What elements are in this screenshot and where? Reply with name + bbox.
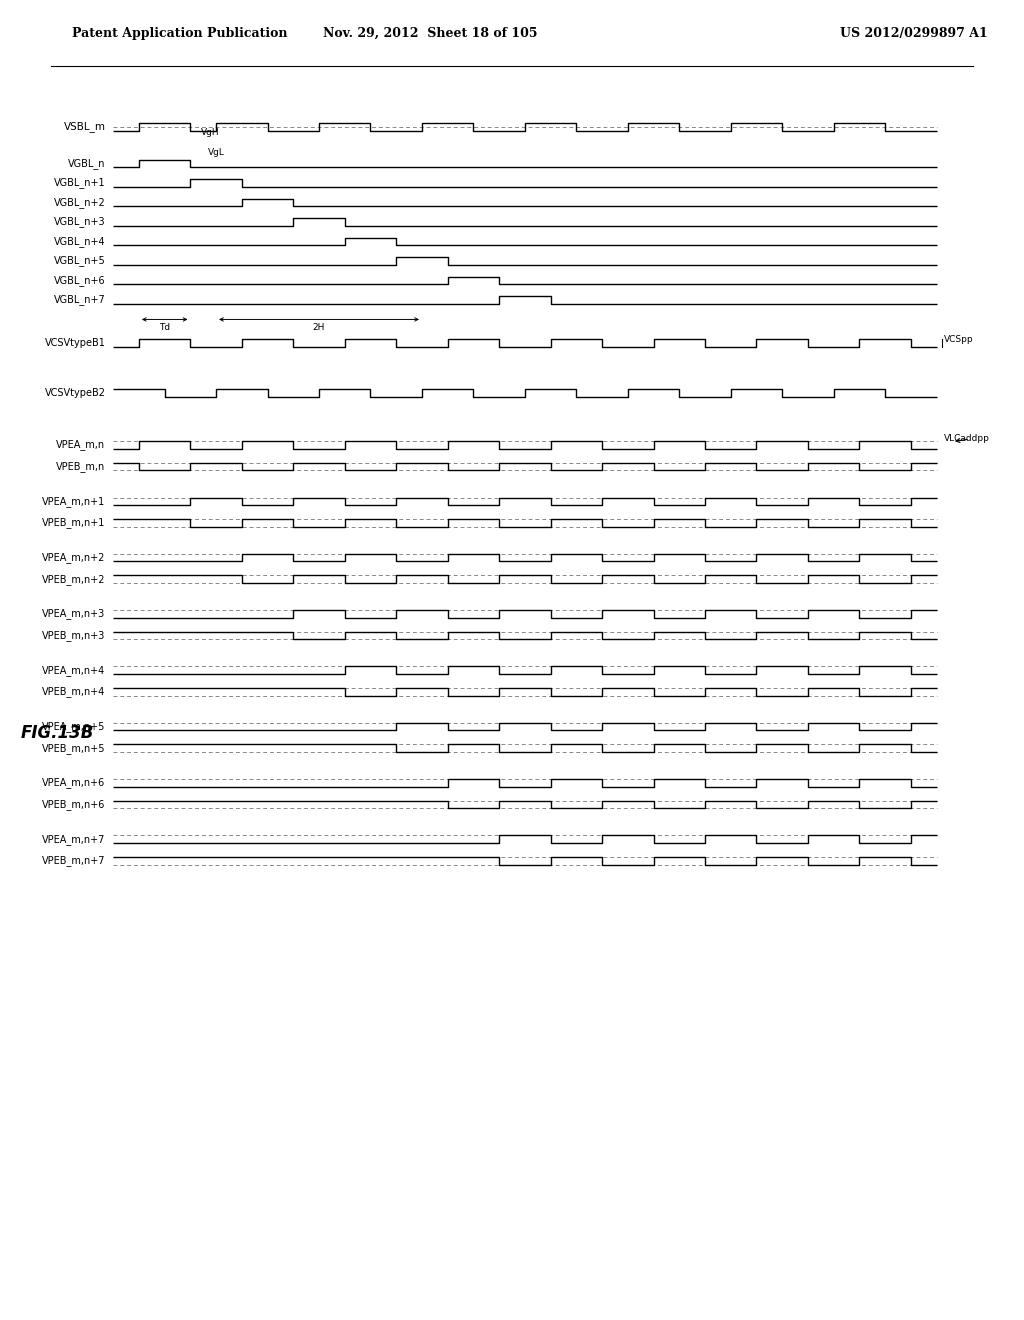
Text: VGBL_n+6: VGBL_n+6 [54, 275, 105, 286]
Text: VgH: VgH [201, 128, 219, 137]
Text: VPEB_m,n+1: VPEB_m,n+1 [42, 517, 105, 528]
Text: Td: Td [159, 322, 170, 331]
Text: VPEB_m,n+3: VPEB_m,n+3 [42, 630, 105, 642]
Text: US 2012/0299897 A1: US 2012/0299897 A1 [840, 26, 987, 40]
Text: VPEB_m,n+7: VPEB_m,n+7 [42, 855, 105, 866]
Text: VPEB_m,n+4: VPEB_m,n+4 [42, 686, 105, 697]
Text: VGBL_n+4: VGBL_n+4 [54, 236, 105, 247]
Text: FIG.13B: FIG.13B [20, 723, 94, 742]
Text: VGBL_n: VGBL_n [68, 158, 105, 169]
Text: Nov. 29, 2012  Sheet 18 of 105: Nov. 29, 2012 Sheet 18 of 105 [323, 26, 538, 40]
Text: VPEB_m,n: VPEB_m,n [56, 461, 105, 473]
Text: VGBL_n+7: VGBL_n+7 [53, 294, 105, 305]
Text: Patent Application Publication: Patent Application Publication [72, 26, 287, 40]
Text: VPEB_m,n+2: VPEB_m,n+2 [42, 574, 105, 585]
Text: VGBL_n+1: VGBL_n+1 [54, 178, 105, 189]
Text: VGBL_n+2: VGBL_n+2 [53, 197, 105, 209]
Text: VCSpp: VCSpp [944, 335, 974, 345]
Text: VSBL_m: VSBL_m [63, 121, 105, 132]
Text: VPEB_m,n+6: VPEB_m,n+6 [42, 799, 105, 810]
Text: 2H: 2H [313, 322, 326, 331]
Text: VGBL_n+3: VGBL_n+3 [54, 216, 105, 227]
Text: VgL: VgL [209, 148, 225, 157]
Text: VLCaddpp: VLCaddpp [944, 434, 990, 444]
Text: VPEA_m,n+1: VPEA_m,n+1 [42, 496, 105, 507]
Text: VPEB_m,n+5: VPEB_m,n+5 [42, 743, 105, 754]
Text: VPEA_m,n+5: VPEA_m,n+5 [42, 721, 105, 733]
Text: VCSVtypeB1: VCSVtypeB1 [45, 338, 105, 348]
Text: VPEA_m,n+4: VPEA_m,n+4 [42, 665, 105, 676]
Text: VCSVtypeB2: VCSVtypeB2 [44, 388, 105, 399]
Text: VPEA_m,n+2: VPEA_m,n+2 [42, 552, 105, 564]
Text: VPEA_m,n+6: VPEA_m,n+6 [42, 777, 105, 788]
Text: VPEA_m,n+7: VPEA_m,n+7 [42, 834, 105, 845]
Text: VPEA_m,n: VPEA_m,n [56, 440, 105, 450]
Text: VPEA_m,n+3: VPEA_m,n+3 [42, 609, 105, 619]
Text: VGBL_n+5: VGBL_n+5 [53, 256, 105, 267]
